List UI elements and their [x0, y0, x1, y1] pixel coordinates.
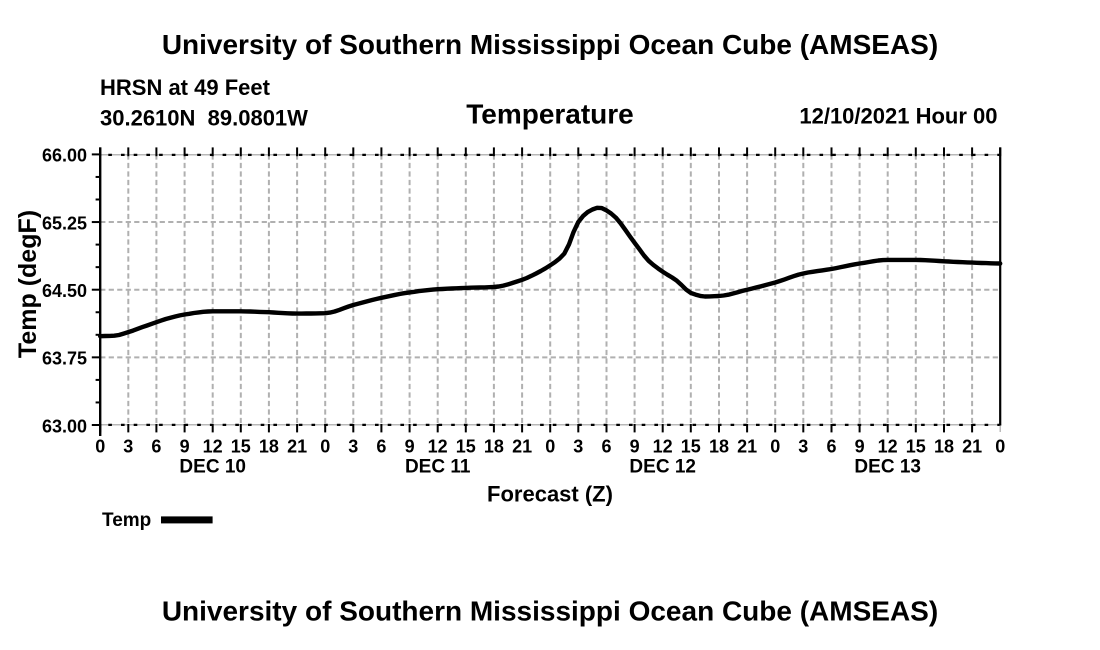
svg-text:18: 18: [709, 436, 729, 456]
svg-text:9: 9: [405, 436, 415, 456]
svg-text:66.00: 66.00: [42, 146, 87, 166]
svg-text:12: 12: [203, 436, 223, 456]
svg-text:6: 6: [826, 436, 836, 456]
svg-text:18: 18: [484, 436, 504, 456]
svg-text:University of Southern Mississ: University of Southern Mississippi Ocean…: [162, 29, 938, 60]
svg-text:0: 0: [545, 436, 555, 456]
svg-text:Temperature: Temperature: [466, 98, 634, 129]
svg-text:63.00: 63.00: [42, 416, 87, 436]
svg-text:Temp: Temp: [102, 510, 151, 531]
svg-text:Temp (degF): Temp (degF): [14, 210, 42, 358]
svg-text:6: 6: [376, 436, 386, 456]
svg-text:12: 12: [428, 436, 448, 456]
svg-text:63.75: 63.75: [42, 349, 87, 369]
svg-text:21: 21: [962, 436, 982, 456]
svg-text:18: 18: [934, 436, 954, 456]
svg-text:18: 18: [259, 436, 279, 456]
svg-text:DEC 11: DEC 11: [405, 457, 471, 478]
svg-text:Forecast (Z): Forecast (Z): [487, 482, 613, 507]
svg-text:DEC 13: DEC 13: [854, 457, 921, 478]
svg-text:9: 9: [180, 436, 190, 456]
svg-text:DEC 10: DEC 10: [179, 457, 246, 478]
svg-text:21: 21: [512, 436, 532, 456]
svg-text:9: 9: [630, 436, 640, 456]
svg-text:30.2610N 89.0801W: 30.2610N 89.0801W: [100, 105, 308, 130]
svg-text:University of Southern Mississ: University of Southern Mississippi Ocean…: [162, 596, 938, 627]
svg-text:64.50: 64.50: [42, 281, 87, 301]
svg-text:0: 0: [95, 436, 105, 456]
svg-text:DEC 12: DEC 12: [629, 457, 696, 478]
svg-text:15: 15: [456, 436, 476, 456]
svg-text:12: 12: [653, 436, 673, 456]
svg-text:3: 3: [798, 436, 808, 456]
svg-text:21: 21: [737, 436, 757, 456]
svg-text:15: 15: [906, 436, 926, 456]
svg-text:12/10/2021 Hour 00: 12/10/2021 Hour 00: [799, 104, 997, 129]
svg-text:3: 3: [573, 436, 583, 456]
svg-text:3: 3: [123, 436, 133, 456]
svg-text:9: 9: [855, 436, 865, 456]
svg-text:0: 0: [770, 436, 780, 456]
svg-text:0: 0: [995, 436, 1005, 456]
svg-text:15: 15: [681, 436, 701, 456]
svg-text:15: 15: [231, 436, 251, 456]
svg-text:6: 6: [151, 436, 161, 456]
svg-text:0: 0: [320, 436, 330, 456]
svg-text:12: 12: [878, 436, 898, 456]
svg-text:HRSN at 49 Feet: HRSN at 49 Feet: [100, 75, 271, 100]
svg-text:21: 21: [287, 436, 307, 456]
svg-text:65.25: 65.25: [42, 213, 87, 233]
svg-text:3: 3: [348, 436, 358, 456]
svg-text:6: 6: [601, 436, 611, 456]
